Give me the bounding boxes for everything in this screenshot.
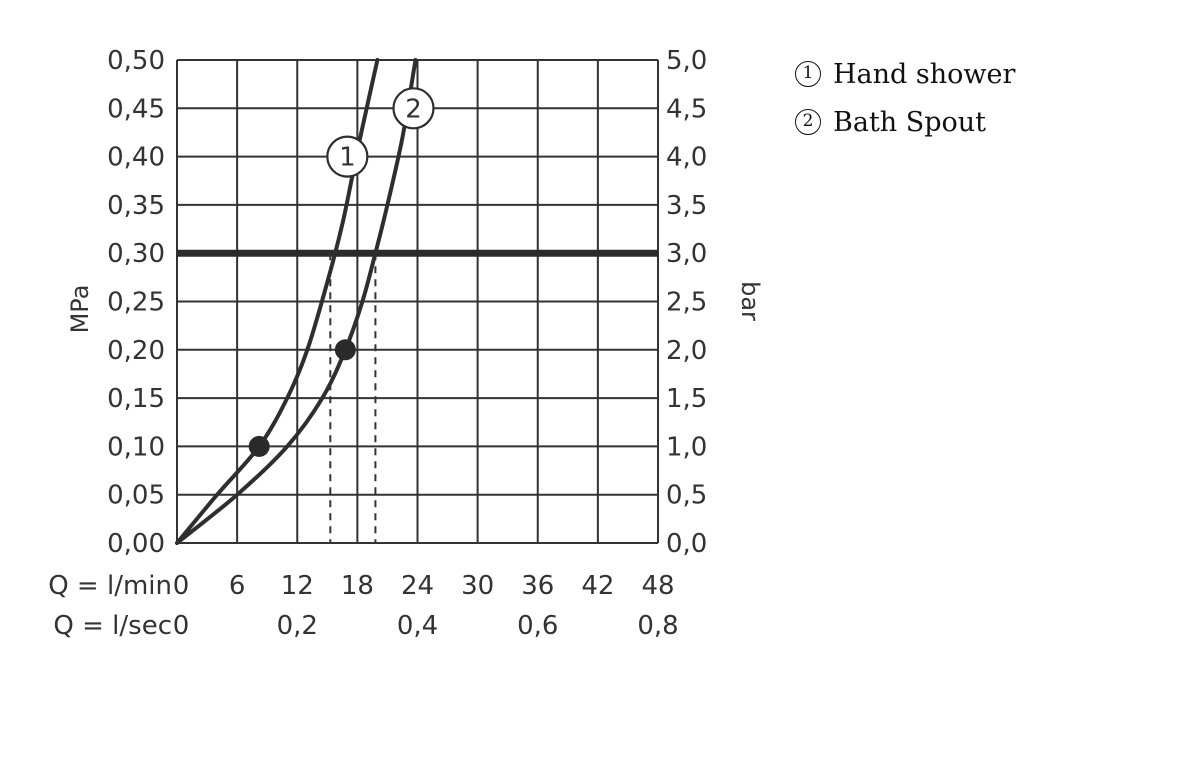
y-tick-right-5: 2,5 bbox=[666, 288, 707, 318]
curve-label-circle-2 bbox=[392, 87, 435, 130]
curve-label-text-1: 1 bbox=[339, 143, 356, 173]
curve-label-text-2: 2 bbox=[405, 94, 422, 124]
tick-labels: 0,000,050,100,150,200,250,300,350,400,45… bbox=[48, 46, 707, 641]
legend: 1 Hand shower 2 Bath Spout bbox=[795, 50, 1015, 146]
y-tick-left-4: 0,20 bbox=[107, 336, 165, 366]
y-tick-left-0: 0,00 bbox=[107, 529, 165, 559]
series-line-2 bbox=[175, 58, 418, 545]
y-tick-right-3: 1,5 bbox=[666, 384, 707, 414]
x-tick-r1-3: 0,6 bbox=[517, 611, 558, 641]
x-tick-r1-2: 0,4 bbox=[397, 611, 438, 641]
y-tick-left-1: 0,05 bbox=[107, 481, 165, 511]
y-tick-left-8: 0,40 bbox=[107, 143, 165, 173]
y-tick-left-9: 0,45 bbox=[107, 94, 165, 124]
y-tick-left-6: 0,30 bbox=[107, 239, 165, 269]
curve-label-2: 2 bbox=[392, 87, 435, 130]
x-tick-r1-0: 0 bbox=[173, 611, 190, 641]
x-tick-r0-2: 12 bbox=[281, 571, 314, 601]
y-tick-right-8: 4,0 bbox=[666, 143, 707, 173]
y-axis-title-left: MPa bbox=[66, 285, 94, 334]
y-tick-left-3: 0,15 bbox=[107, 384, 165, 414]
x-tick-r0-6: 36 bbox=[521, 571, 554, 601]
x-tick-r0-8: 48 bbox=[641, 571, 674, 601]
y-tick-left-7: 0,35 bbox=[107, 191, 165, 221]
x-tick-r0-5: 30 bbox=[461, 571, 494, 601]
y-tick-right-7: 3,5 bbox=[666, 191, 707, 221]
x-tick-r0-4: 24 bbox=[401, 571, 434, 601]
grid bbox=[176, 59, 659, 544]
x-tick-r1-1: 0,2 bbox=[277, 611, 318, 641]
y-tick-right-4: 2,0 bbox=[666, 336, 707, 366]
series-layer: 12 bbox=[175, 58, 435, 545]
y-tick-right-10: 5,0 bbox=[666, 46, 707, 76]
legend-label-bath-spout: Bath Spout bbox=[833, 106, 987, 138]
x-row-label-0: Q = l/min bbox=[48, 571, 172, 601]
legend-item-hand-shower: 1 Hand shower bbox=[795, 50, 1015, 98]
y-tick-right-9: 4,5 bbox=[666, 94, 707, 124]
x-tick-r0-7: 42 bbox=[581, 571, 614, 601]
x-tick-r0-3: 18 bbox=[341, 571, 374, 601]
reference-layer bbox=[177, 249, 658, 543]
y-tick-left-10: 0,50 bbox=[107, 46, 165, 76]
x-row-label-1: Q = l/sec bbox=[53, 611, 172, 641]
legend-marker-1: 1 bbox=[795, 61, 821, 87]
curve-label-circle-1 bbox=[326, 135, 369, 178]
y-tick-right-1: 0,5 bbox=[666, 481, 707, 511]
x-tick-r0-0: 0 bbox=[173, 571, 190, 601]
y-axis-title-right: bar bbox=[736, 281, 764, 321]
y-tick-right-0: 0,0 bbox=[666, 529, 707, 559]
data-point-1 bbox=[248, 435, 270, 457]
y-tick-left-5: 0,25 bbox=[107, 288, 165, 318]
legend-item-bath-spout: 2 Bath Spout bbox=[795, 98, 1015, 146]
curve-label-1: 1 bbox=[326, 135, 369, 178]
data-point-2 bbox=[334, 339, 356, 361]
legend-label-hand-shower: Hand shower bbox=[833, 58, 1016, 90]
y-tick-right-6: 3,0 bbox=[666, 239, 707, 269]
y-tick-right-2: 1,0 bbox=[666, 432, 707, 462]
x-tick-r1-4: 0,8 bbox=[637, 611, 678, 641]
x-tick-r0-1: 6 bbox=[229, 571, 246, 601]
y-tick-left-2: 0,10 bbox=[107, 432, 165, 462]
legend-marker-2: 2 bbox=[795, 109, 821, 135]
